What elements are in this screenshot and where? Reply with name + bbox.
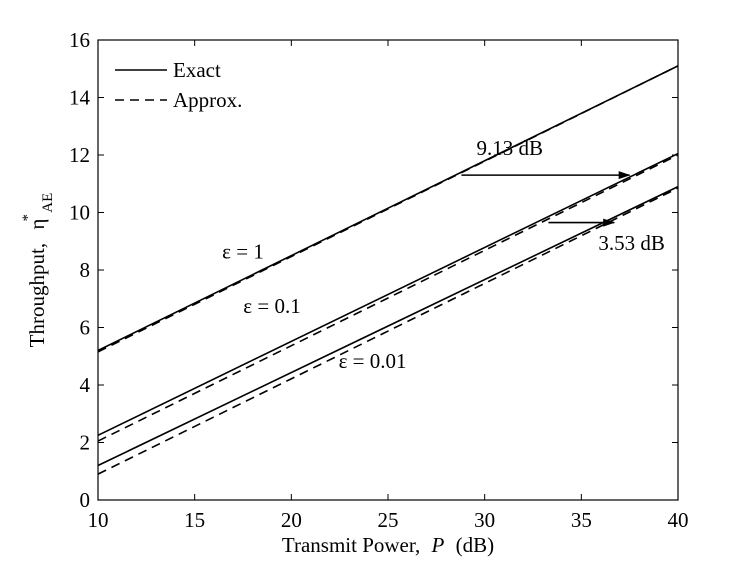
legend: Exact Approx. (115, 58, 242, 112)
series-line-exact-0-1 (97, 152, 679, 437)
axis-ticks: 10 15 20 25 30 35 40 0 2 4 6 8 10 12 14 16 (69, 28, 689, 532)
y-tick-label: 10 (69, 201, 90, 225)
y-tick-label: 6 (80, 316, 91, 340)
shift-arrows (461, 171, 631, 227)
y-tick-label: 8 (80, 258, 91, 282)
annotation-9-13-db: 9.13 dB (477, 136, 544, 160)
y-axis-label-superscript: * (20, 214, 36, 222)
y-axis-label-text: Throughput, (25, 243, 49, 347)
x-axis-label-unit: (dB) (456, 533, 495, 557)
annotation-0-01: ε = 0.01 (339, 349, 407, 373)
x-axis-label-symbol: P (431, 533, 445, 557)
y-tick-label: 2 (80, 431, 91, 455)
y-axis-label: Throughput, η * AE (13, 193, 56, 348)
y-tick-label: 16 (69, 28, 90, 52)
annotation-0-1: ε = 0.1 (243, 294, 300, 318)
series-line-approx-0-1 (97, 154, 679, 442)
y-tick-label: 14 (69, 86, 91, 110)
y-tick-label: 12 (69, 143, 90, 167)
x-tick-label: 15 (184, 508, 205, 532)
series-lines (97, 65, 679, 475)
x-axis-label-text: Transmit Power, (282, 533, 420, 557)
y-tick-label: 0 (80, 488, 91, 512)
x-axis-label: Transmit Power, P (dB) (282, 533, 494, 557)
y-tick-label: 4 (80, 373, 91, 397)
series-line-approx-1 (97, 65, 679, 353)
x-tick-label: 35 (571, 508, 592, 532)
y-axis-label-symbol: η (25, 219, 49, 230)
annotation-3-53-db: 3.53 dB (598, 231, 665, 255)
y-axis-label-subscript: AE (40, 193, 56, 213)
legend-label-approx: Approx. (173, 88, 242, 112)
annotation-1: ε = 1 (222, 240, 264, 264)
x-tick-label: 20 (281, 508, 302, 532)
x-tick-label: 10 (88, 508, 109, 532)
series-line-exact-0-01 (97, 185, 679, 467)
x-tick-label: 30 (474, 508, 495, 532)
plot-area (97, 39, 679, 501)
x-tick-label: 40 (668, 508, 689, 532)
legend-label-exact: Exact (173, 58, 221, 82)
curve-annotations: ε = 1 ε = 0.1 ε = 0.01 9.13 dB 3.53 dB (222, 136, 665, 373)
x-tick-label: 25 (378, 508, 399, 532)
series-line-approx-0-01 (97, 187, 679, 475)
